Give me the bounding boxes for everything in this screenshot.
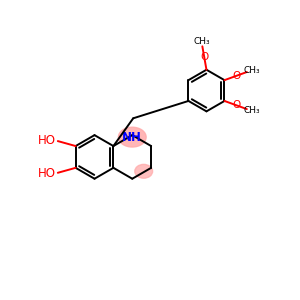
Text: NH: NH [122,130,142,144]
Ellipse shape [135,164,153,178]
Text: CH₃: CH₃ [243,66,260,75]
Text: O: O [233,71,241,81]
Text: CH₃: CH₃ [193,37,210,46]
Text: HO: HO [38,167,56,180]
Ellipse shape [118,127,146,147]
Text: CH₃: CH₃ [243,106,260,115]
Text: O: O [200,52,208,62]
Text: O: O [233,100,241,110]
Text: HO: HO [38,134,56,147]
